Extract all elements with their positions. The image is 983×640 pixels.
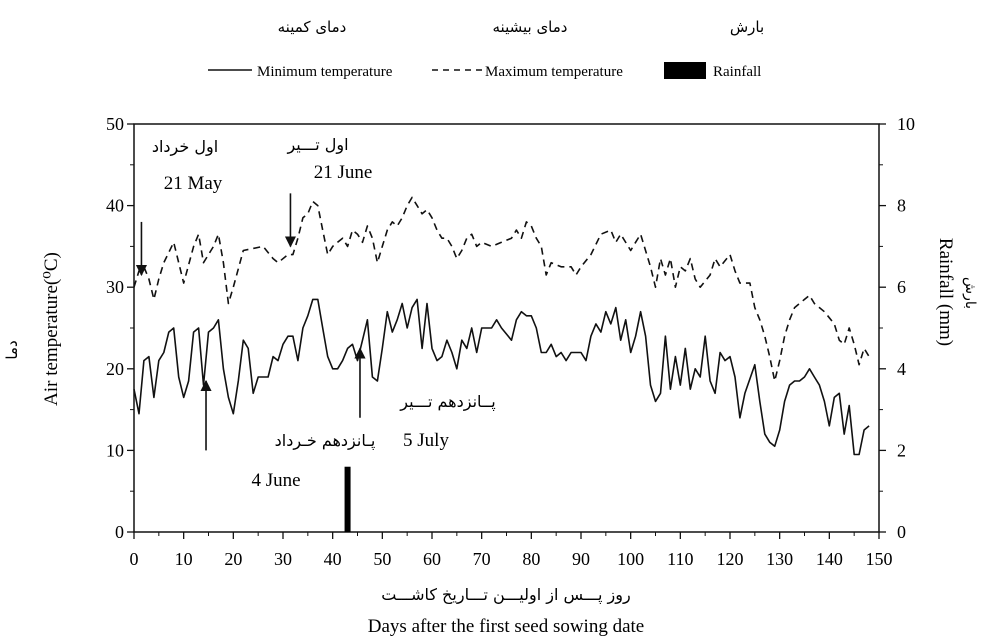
max-temperature-line bbox=[133, 196, 870, 382]
annotation-label-en: 21 June bbox=[314, 162, 373, 183]
x-axis-title-fa: روز پـــس از اولیـــن تـــاریخ کاشـــت bbox=[381, 585, 630, 605]
x-tick-label: 150 bbox=[866, 549, 893, 569]
x-tick-label: 80 bbox=[522, 549, 540, 569]
y-tick-label: 20 bbox=[106, 359, 124, 379]
legend-fa-max-temp: دمای بیشینه bbox=[493, 18, 568, 36]
annotation-label-fa: پــانزدهم تـــیر bbox=[399, 392, 495, 412]
legend-swatch-rain bbox=[664, 62, 706, 79]
y2-tick-label: 10 bbox=[897, 114, 915, 134]
y2-axis-title: Rainfall (mm) bbox=[935, 238, 956, 346]
y2-tick-label: 2 bbox=[897, 440, 906, 460]
annotation-label-en: 5 July bbox=[403, 430, 449, 451]
x-tick-label: 30 bbox=[274, 549, 292, 569]
annotation-label-en: 4 June bbox=[251, 470, 300, 491]
y2-tick-label: 4 bbox=[897, 359, 906, 379]
date-annotations: اول خرداد 21 May اول تـــیر 21 June پـانزدهم… bbox=[135, 135, 496, 491]
x-tick-label: 20 bbox=[224, 549, 242, 569]
y-tick-label: 0 bbox=[115, 522, 124, 542]
x-tick-label: 120 bbox=[717, 549, 744, 569]
x-tick-label: 110 bbox=[667, 549, 693, 569]
legend-label-min: Minimum temperature bbox=[257, 64, 393, 80]
data-series bbox=[133, 196, 870, 532]
plot-frame bbox=[133, 123, 880, 533]
y-axis-title-fa: دما bbox=[3, 340, 21, 359]
annotation-label-fa: اول خرداد bbox=[152, 137, 218, 157]
y-tick-label: 50 bbox=[106, 114, 124, 134]
x-tick-label: 70 bbox=[473, 549, 491, 569]
rainfall-bar bbox=[344, 466, 351, 532]
x-tick-label: 140 bbox=[816, 549, 843, 569]
legend-fa-min-temp: دمای کمینه bbox=[278, 18, 347, 36]
min-temperature-line bbox=[133, 298, 870, 456]
legend-label-max: Maximum temperature bbox=[485, 64, 623, 80]
x-tick-label: 60 bbox=[423, 549, 441, 569]
axis-ticks: 0 10 20 30 40 50 60 70 80 90 100 110 120 130 140 150010… bbox=[106, 114, 915, 569]
x-tick-label: 40 bbox=[324, 549, 342, 569]
y2-tick-label: 8 bbox=[897, 196, 906, 216]
legend-label-rain: Rainfall bbox=[713, 64, 761, 80]
y2-tick-label: 0 bbox=[897, 522, 906, 542]
x-axis-title: Days after the first seed sowing date bbox=[368, 616, 644, 637]
y-tick-label: 10 bbox=[106, 440, 124, 460]
y2-tick-label: 6 bbox=[897, 277, 906, 297]
y-axis-title: Air temperature(⁰C) bbox=[41, 252, 62, 406]
annotation-label-en: 21 May bbox=[164, 173, 223, 194]
x-tick-label: 100 bbox=[617, 549, 644, 569]
y-tick-label: 30 bbox=[106, 277, 124, 297]
legend-fa-rainfall: بارش bbox=[730, 18, 764, 36]
annotation-label-fa: اول تـــیر bbox=[286, 135, 348, 155]
x-tick-label: 90 bbox=[572, 549, 590, 569]
annotation-label-fa: پـانزدهم خـرداد bbox=[275, 431, 376, 451]
x-tick-label: 0 bbox=[130, 549, 139, 569]
legend: Minimum temperature Maximum temperature … bbox=[208, 62, 761, 80]
y2-axis-title-fa: بارش bbox=[962, 277, 978, 309]
x-tick-label: 10 bbox=[175, 549, 193, 569]
x-tick-label: 130 bbox=[766, 549, 793, 569]
y-tick-label: 40 bbox=[106, 196, 124, 216]
x-tick-label: 50 bbox=[373, 549, 391, 569]
